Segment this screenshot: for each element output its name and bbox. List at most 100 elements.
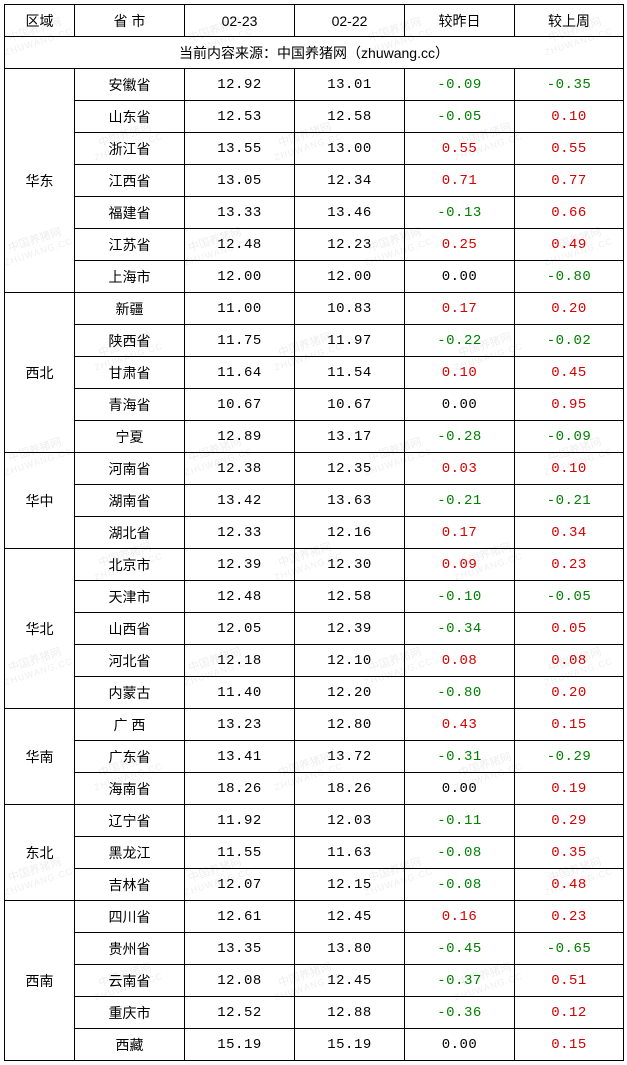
delta-yesterday: 0.08 [405,645,515,677]
value-d2: 18.26 [295,773,405,805]
value-d2: 13.17 [295,421,405,453]
region-cell: 华东 [5,69,75,293]
delta-yesterday: 0.71 [405,165,515,197]
header-row: 区域 省 市 02-23 02-22 较昨日 较上周 [5,5,624,37]
delta-lastweek: 0.12 [515,997,624,1029]
delta-lastweek: 0.20 [515,677,624,709]
value-d2: 15.19 [295,1029,405,1061]
delta-lastweek: 0.08 [515,645,624,677]
delta-yesterday: -0.11 [405,805,515,837]
delta-yesterday: -0.34 [405,613,515,645]
table-row: 黑龙江11.5511.63-0.080.35 [5,837,624,869]
value-d1: 12.33 [185,517,295,549]
table-row: 江苏省12.4812.230.250.49 [5,229,624,261]
province-cell: 青海省 [75,389,185,421]
value-d1: 13.55 [185,133,295,165]
table-row: 云南省12.0812.45-0.370.51 [5,965,624,997]
source-row: 当前内容来源：中国养猪网（zhuwang.cc） [5,37,624,69]
province-cell: 河北省 [75,645,185,677]
delta-yesterday: -0.31 [405,741,515,773]
table-row: 甘肃省11.6411.540.100.45 [5,357,624,389]
value-d1: 11.64 [185,357,295,389]
province-cell: 陕西省 [75,325,185,357]
delta-yesterday: -0.28 [405,421,515,453]
value-d2: 13.72 [295,741,405,773]
delta-lastweek: -0.09 [515,421,624,453]
value-d1: 11.55 [185,837,295,869]
value-d2: 12.58 [295,101,405,133]
source-text: 当前内容来源：中国养猪网（zhuwang.cc） [5,37,624,69]
table-row: 西北新疆11.0010.830.170.20 [5,293,624,325]
province-cell: 重庆市 [75,997,185,1029]
province-cell: 安徽省 [75,69,185,101]
province-cell: 宁夏 [75,421,185,453]
value-d1: 12.52 [185,997,295,1029]
province-cell: 吉林省 [75,869,185,901]
value-d1: 12.53 [185,101,295,133]
province-cell: 辽宁省 [75,805,185,837]
value-d2: 10.67 [295,389,405,421]
value-d1: 12.48 [185,229,295,261]
value-d1: 12.61 [185,901,295,933]
value-d2: 12.23 [295,229,405,261]
table-row: 江西省13.0512.340.710.77 [5,165,624,197]
value-d1: 11.00 [185,293,295,325]
province-cell: 江苏省 [75,229,185,261]
region-cell: 华北 [5,549,75,709]
value-d2: 12.39 [295,613,405,645]
province-cell: 四川省 [75,901,185,933]
province-cell: 湖南省 [75,485,185,517]
province-cell: 上海市 [75,261,185,293]
province-cell: 河南省 [75,453,185,485]
table-row: 福建省13.3313.46-0.130.66 [5,197,624,229]
table-row: 海南省18.2618.260.000.19 [5,773,624,805]
province-cell: 山西省 [75,613,185,645]
delta-lastweek: 0.51 [515,965,624,997]
region-cell: 西南 [5,901,75,1061]
value-d1: 13.35 [185,933,295,965]
table-row: 华东安徽省12.9213.01-0.09-0.35 [5,69,624,101]
value-d2: 12.58 [295,581,405,613]
region-cell: 西北 [5,293,75,453]
value-d1: 18.26 [185,773,295,805]
table-row: 山西省12.0512.39-0.340.05 [5,613,624,645]
delta-yesterday: -0.08 [405,837,515,869]
province-cell: 海南省 [75,773,185,805]
delta-lastweek: 0.95 [515,389,624,421]
province-cell: 北京市 [75,549,185,581]
delta-lastweek: 0.15 [515,709,624,741]
value-d2: 10.83 [295,293,405,325]
value-d1: 11.75 [185,325,295,357]
province-cell: 天津市 [75,581,185,613]
delta-lastweek: 0.19 [515,773,624,805]
table-row: 广东省13.4113.72-0.31-0.29 [5,741,624,773]
region-cell: 华中 [5,453,75,549]
province-cell: 福建省 [75,197,185,229]
value-d2: 12.30 [295,549,405,581]
table-row: 华南广 西13.2312.800.430.15 [5,709,624,741]
delta-yesterday: -0.22 [405,325,515,357]
value-d1: 13.33 [185,197,295,229]
province-cell: 黑龙江 [75,837,185,869]
province-cell: 西藏 [75,1029,185,1061]
value-d1: 12.08 [185,965,295,997]
delta-lastweek: -0.35 [515,69,624,101]
delta-lastweek: 0.45 [515,357,624,389]
province-cell: 广 西 [75,709,185,741]
value-d2: 13.46 [295,197,405,229]
delta-lastweek: -0.21 [515,485,624,517]
delta-lastweek: -0.29 [515,741,624,773]
delta-lastweek: 0.05 [515,613,624,645]
value-d2: 12.16 [295,517,405,549]
value-d1: 12.48 [185,581,295,613]
delta-yesterday: 0.16 [405,901,515,933]
table-row: 天津市12.4812.58-0.10-0.05 [5,581,624,613]
value-d2: 11.97 [295,325,405,357]
value-d2: 13.80 [295,933,405,965]
value-d1: 13.42 [185,485,295,517]
province-cell: 山东省 [75,101,185,133]
delta-yesterday: -0.05 [405,101,515,133]
price-table: 区域 省 市 02-23 02-22 较昨日 较上周 当前内容来源：中国养猪网（… [4,4,624,1061]
table-row: 华北北京市12.3912.300.090.23 [5,549,624,581]
value-d2: 13.01 [295,69,405,101]
